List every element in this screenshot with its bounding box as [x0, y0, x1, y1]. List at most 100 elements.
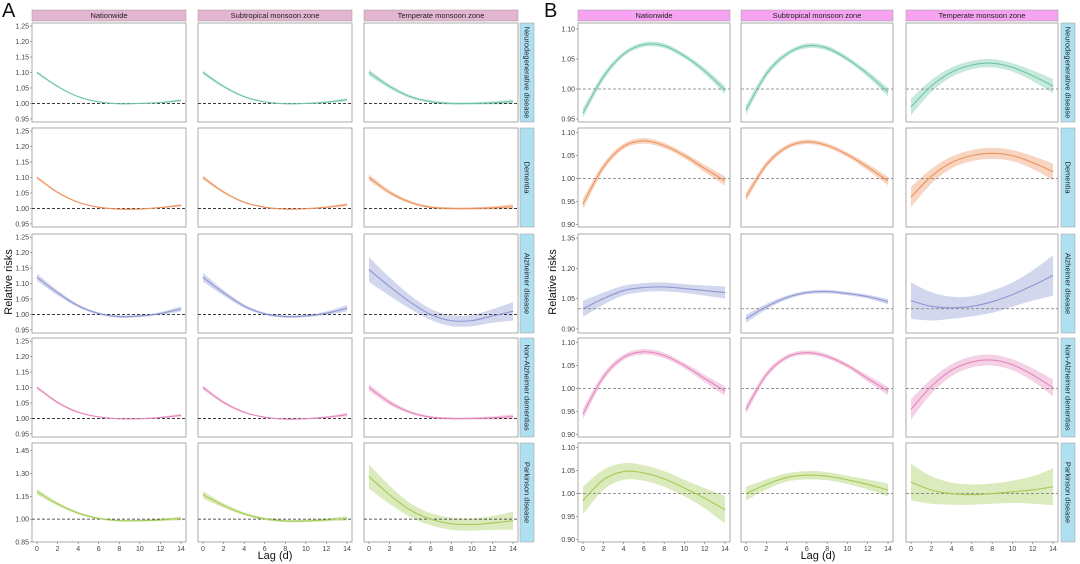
data-point	[1032, 374, 1034, 376]
data-point	[264, 206, 266, 208]
x-tick-label: 8	[449, 546, 453, 553]
x-tick-label: 6	[970, 546, 974, 553]
series-line	[36, 177, 182, 210]
data-point	[430, 101, 432, 102]
y-tick-label: 1.00	[15, 206, 29, 213]
data-point	[284, 208, 286, 210]
y-tick-label: 1.05	[561, 468, 575, 475]
y-tick-label: 1.45	[15, 448, 29, 455]
data-point	[887, 91, 889, 93]
y-tick-label: 1.00	[15, 312, 29, 319]
confidence-band	[369, 464, 513, 531]
row-strip-label: Non-Alzheimer dementias	[1064, 344, 1073, 431]
confidence-band	[583, 463, 725, 524]
x-tick-label: 2	[929, 546, 933, 553]
y-tick-label: 1.00	[561, 87, 575, 94]
facet-panel	[363, 337, 519, 438]
data-point	[471, 320, 473, 321]
y-tick-label: 0.95	[561, 514, 575, 521]
data-point	[582, 500, 584, 501]
data-point	[1052, 486, 1054, 488]
confidence-band	[583, 282, 725, 317]
data-point	[243, 201, 245, 203]
y-tick-label: 1.10	[15, 70, 29, 77]
data-point	[512, 520, 514, 522]
data-point	[663, 478, 665, 480]
data-point	[806, 45, 808, 47]
data-point	[684, 487, 685, 489]
data-point	[77, 512, 79, 514]
x-tick-label: 10	[1009, 546, 1017, 553]
data-point	[389, 286, 390, 287]
data-point	[643, 44, 645, 45]
data-point	[991, 493, 993, 495]
y-tick-label: 1.10	[15, 281, 29, 288]
row-strip-label: Dementia	[523, 161, 532, 194]
row-strip-label: Dementia	[1064, 161, 1073, 194]
data-point	[745, 109, 747, 111]
data-point	[202, 276, 204, 278]
y-tick-label: 1.15	[15, 160, 29, 167]
series-line	[745, 141, 889, 198]
facet-panel	[197, 22, 353, 123]
row-strip	[1060, 442, 1076, 543]
data-point	[582, 112, 584, 114]
row-strip	[519, 22, 535, 123]
data-point	[765, 374, 767, 376]
data-point	[623, 290, 624, 291]
y-tick-label: 1.00	[561, 491, 575, 498]
y-tick-label: 1.00	[15, 517, 29, 524]
confidence-band	[911, 255, 1053, 321]
row-strip-label: Alzheimer disease	[523, 253, 532, 314]
data-point	[910, 106, 912, 108]
x-tick-label: 6	[263, 546, 267, 553]
data-point	[471, 208, 473, 209]
data-point	[305, 103, 307, 104]
data-point	[98, 101, 100, 103]
x-tick-label: 4	[785, 546, 789, 553]
data-point	[57, 292, 58, 294]
y-tick-label: 1.25	[15, 339, 29, 346]
data-point	[1032, 489, 1034, 491]
data-point	[492, 417, 493, 419]
data-point	[284, 316, 286, 317]
row-strip	[519, 442, 535, 543]
panel-b: B Nationwide Subtropical monsoon zone Tempe…	[544, 0, 1076, 562]
data-point	[368, 72, 370, 73]
data-point	[512, 310, 514, 312]
data-point	[389, 86, 390, 87]
x-tick-label: 6	[429, 546, 433, 553]
y-tick-label: 1.25	[15, 24, 29, 31]
data-point	[582, 413, 584, 415]
series-line	[745, 474, 889, 495]
row-strip-label: Neurodegenerative disease	[523, 27, 532, 119]
data-point	[430, 518, 432, 520]
data-point	[77, 201, 79, 203]
data-point	[806, 292, 808, 293]
series-line	[582, 140, 726, 205]
x-tick-label: 8	[117, 546, 121, 553]
series-line	[745, 352, 889, 410]
x-tick-label: 10	[468, 546, 476, 553]
data-point	[326, 416, 327, 418]
x-tick-label: 8	[825, 546, 829, 553]
y-tick-label: 0.90	[561, 326, 575, 333]
series-line	[36, 72, 182, 105]
data-point	[991, 301, 993, 303]
data-point	[284, 520, 286, 522]
facet-panel	[740, 22, 894, 123]
y-tick-label: 1.25	[15, 129, 29, 136]
y-tick-label: 0.95	[561, 409, 575, 416]
data-point	[602, 166, 604, 168]
column-strip-label: Nationwide	[635, 11, 672, 20]
panel-letter-b: B	[544, 0, 557, 22]
data-point	[806, 474, 808, 476]
x-tick-label: 0	[581, 546, 585, 553]
confidence-band	[911, 354, 1053, 420]
confidence-band	[583, 138, 725, 210]
data-point	[602, 479, 604, 481]
data-point	[971, 494, 973, 495]
data-point	[409, 96, 411, 97]
data-point	[264, 518, 266, 520]
data-point	[389, 192, 390, 193]
